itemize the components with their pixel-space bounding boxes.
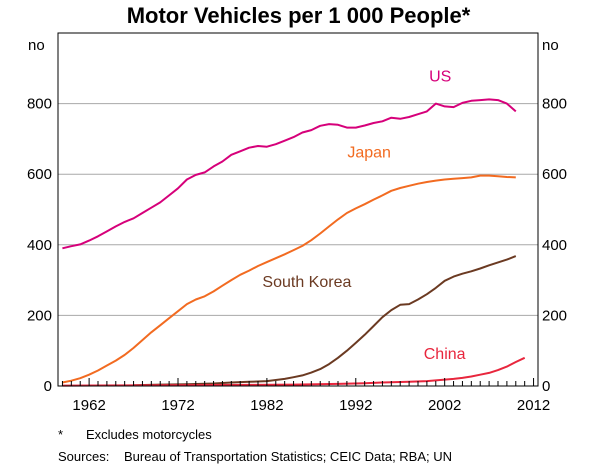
y-tick-label-right: 400 [542,237,567,254]
x-tick-label: 1982 [250,397,283,414]
plot-frame [57,32,539,387]
y-tick-label-right: 600 [542,166,567,183]
footnote: * Excludes motorcycles [58,427,212,442]
series-label-1: Japan [347,144,391,161]
series-label-2: South Korea [262,274,351,291]
x-tick-label: 1962 [72,397,105,414]
sources-text: Bureau of Transportation Statistics; CEI… [124,449,453,464]
axis-ticks: 0 0 200 200 400 400 600 600 800 800 1962 1972 1982 19… [27,96,567,414]
y-axis-unit-left: no [28,37,45,54]
x-tick-label: 1972 [161,397,194,414]
series-lines: US Japan South Korea China [62,69,526,387]
y-tick-label-right: 200 [542,307,567,324]
y-tick-label-left: 200 [27,307,52,324]
x-tick-label: 2002 [428,397,461,414]
y-tick-label-right: 800 [542,96,567,113]
y-tick-label-left: 0 [44,378,52,395]
sources: Sources: Bureau of Transportation Statist… [58,449,452,464]
series-line-1 [62,174,516,384]
y-tick-label-right: 0 [542,378,550,395]
y-tick-label-left: 400 [27,237,52,254]
series-label-3: China [424,346,466,363]
chart-title: Motor Vehicles per 1 000 People* [126,3,471,28]
x-tick-label: 2012 [517,397,550,414]
y-tick-label-left: 800 [27,96,52,113]
y-tick-label-left: 600 [27,166,52,183]
series-line-0 [62,98,517,250]
sources-label: Sources: [58,449,110,464]
footnote-mark: * [58,427,64,442]
x-tick-label: 1992 [339,397,372,414]
series-label-0: US [429,69,451,86]
footnote-text: Excludes motorcycles [86,427,212,442]
gridlines [58,103,538,316]
y-axis-unit-right: no [542,37,559,54]
